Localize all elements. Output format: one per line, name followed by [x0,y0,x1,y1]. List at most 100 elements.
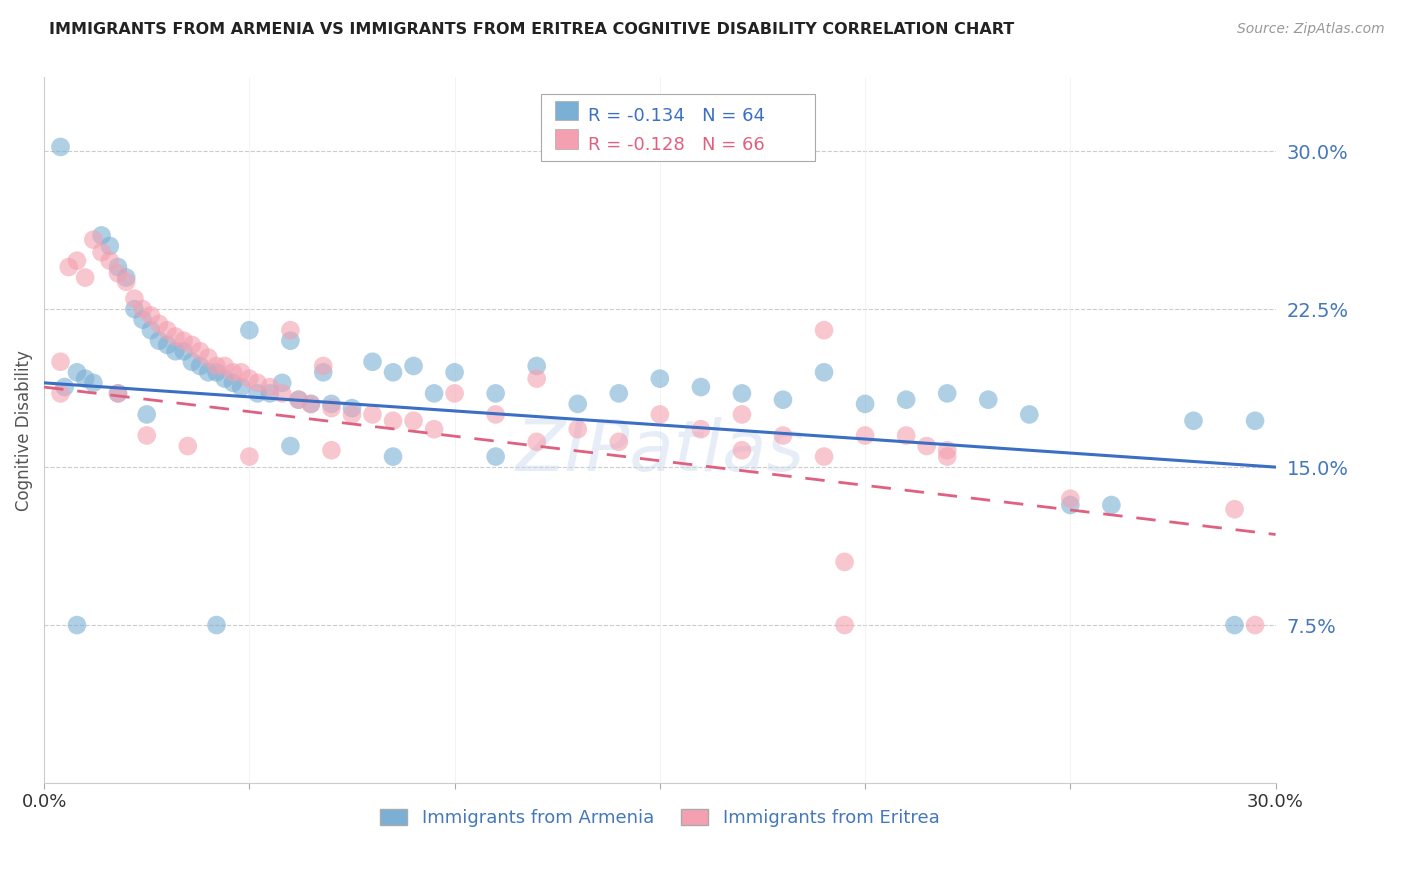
Point [139,309,162,323]
Point [148,334,170,348]
Point [271,386,294,401]
Point [382,365,405,379]
Point [115,275,138,289]
Point [312,365,335,379]
Point [526,359,548,373]
Point [915,439,938,453]
Point [526,434,548,449]
Point [648,408,671,422]
Point [1018,408,1040,422]
Point [1059,498,1081,512]
Point [690,380,713,394]
Point [53,380,76,394]
Point [813,450,835,464]
Point [287,392,309,407]
Point [66,618,89,632]
Point [173,334,195,348]
Point [936,443,959,458]
Point [731,386,754,401]
Point [49,140,72,154]
Point [443,365,465,379]
Point [423,422,446,436]
Point [894,392,917,407]
Point [321,397,343,411]
Point [312,359,335,373]
Point [690,422,713,436]
Point [205,618,228,632]
Point [124,292,146,306]
Point [280,334,302,348]
Text: R = -0.128   N = 66: R = -0.128 N = 66 [588,136,765,154]
Point [49,386,72,401]
Point [1223,618,1246,632]
Point [936,450,959,464]
Point [485,408,508,422]
Point [280,323,302,337]
Point [107,266,129,280]
Point [287,392,309,407]
Point [772,428,794,442]
Point [259,380,281,394]
Point [259,386,281,401]
Point [197,351,219,365]
Point [135,408,157,422]
Point [321,443,343,458]
Point [139,323,162,337]
Point [402,359,425,373]
Point [648,371,671,385]
Point [177,439,200,453]
Point [1182,414,1205,428]
Point [124,302,146,317]
Point [321,401,343,416]
Point [98,239,121,253]
Point [1059,491,1081,506]
Text: R = -0.134   N = 64: R = -0.134 N = 64 [588,107,765,125]
Point [131,302,153,317]
Text: IMMIGRANTS FROM ARMENIA VS IMMIGRANTS FROM ERITREA COGNITIVE DISABILITY CORRELAT: IMMIGRANTS FROM ARMENIA VS IMMIGRANTS FR… [49,22,1015,37]
Point [214,371,236,385]
Point [107,386,129,401]
Point [1244,618,1267,632]
Point [115,270,138,285]
Text: Source: ZipAtlas.com: Source: ZipAtlas.com [1237,22,1385,37]
Point [90,245,112,260]
Point [82,376,104,390]
Point [188,359,211,373]
Point [607,434,630,449]
Point [894,428,917,442]
Point [82,233,104,247]
Point [205,359,228,373]
Point [231,380,253,394]
Point [135,428,157,442]
Point [197,365,219,379]
Point [246,386,269,401]
Point [238,450,260,464]
Point [238,323,260,337]
Point [299,397,322,411]
Point [222,365,245,379]
Point [361,408,384,422]
Point [205,365,228,379]
Point [165,344,187,359]
Point [1099,498,1122,512]
Point [107,260,129,274]
Point [98,253,121,268]
Point [607,386,630,401]
Point [49,355,72,369]
Point [214,359,236,373]
Point [340,408,363,422]
Point [1223,502,1246,516]
Point [382,450,405,464]
Point [75,270,97,285]
Point [485,386,508,401]
Point [156,338,179,352]
Point [75,371,97,385]
Point [567,397,589,411]
Point [443,386,465,401]
Point [90,228,112,243]
Point [271,376,294,390]
Point [131,312,153,326]
Point [173,344,195,359]
Point [165,329,187,343]
Point [180,355,202,369]
